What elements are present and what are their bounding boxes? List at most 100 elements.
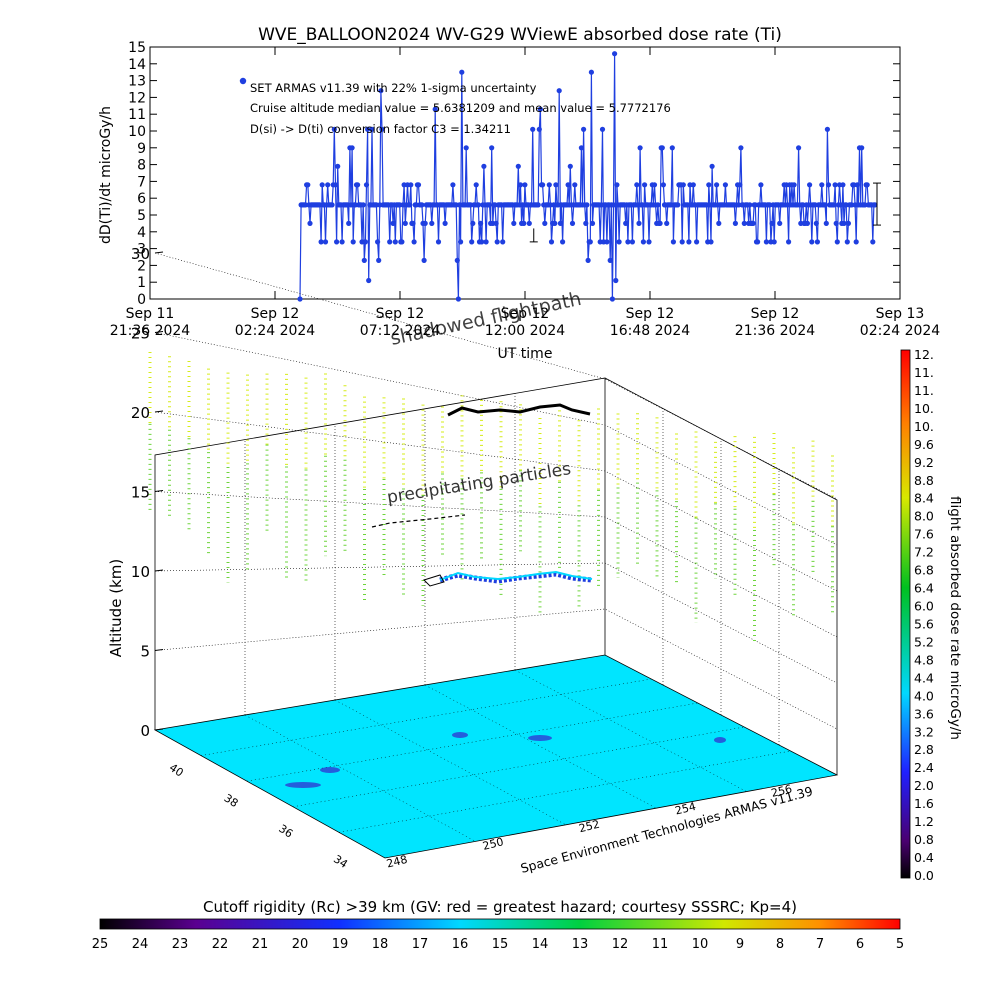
data-point xyxy=(769,220,775,226)
dose-rate-series-line xyxy=(299,53,875,300)
data-point xyxy=(777,220,783,226)
altitude-gridline xyxy=(154,332,838,546)
data-point xyxy=(390,220,396,226)
data-point xyxy=(557,220,564,226)
x-axis-label: UT time xyxy=(498,346,553,362)
data-point xyxy=(807,182,813,188)
dose-tick-label: 4.4 xyxy=(914,670,934,685)
data-point xyxy=(833,220,839,226)
rigidity-tick-label: 15 xyxy=(492,937,509,952)
data-point xyxy=(834,239,840,245)
longitude-tick-label: 248 xyxy=(385,853,409,871)
latitude-axis: 40 38 36 34 xyxy=(167,761,350,871)
dose-colorbar-ticks: 12. 11. 11. 10. 10. 9.6 9.2 8.8 8.4 8.0 7.6 7.2 6.8 6… xyxy=(914,347,934,883)
rigidity-tick-label: 20 xyxy=(292,937,309,952)
data-point xyxy=(737,182,743,188)
floor-gridline xyxy=(338,750,791,833)
data-point xyxy=(365,126,371,132)
dose-tick-label: 1.2 xyxy=(914,814,934,829)
x-tick-date: Sep 11 xyxy=(126,306,175,322)
dose-tick-label: 9.2 xyxy=(914,455,934,470)
data-point xyxy=(432,106,438,112)
data-point xyxy=(469,239,475,245)
data-point xyxy=(738,145,744,151)
data-point xyxy=(679,239,685,245)
data-point xyxy=(546,182,552,188)
data-point xyxy=(511,220,517,226)
dose-tick-label: 7.2 xyxy=(914,545,934,560)
rigidity-tick-label: 13 xyxy=(572,937,589,952)
data-point xyxy=(429,220,435,226)
data-point xyxy=(454,257,460,263)
data-point xyxy=(318,239,324,245)
flight-tracks xyxy=(371,403,593,587)
y-tick-label: 8 xyxy=(137,158,146,174)
rigidity-tick-label: 19 xyxy=(332,937,349,952)
altitude-tick-label: 30 xyxy=(131,245,150,263)
data-point xyxy=(339,239,345,245)
time-series-panel: WVE_BALLOON2024 WV-G29 WViewE absorbed d… xyxy=(98,25,940,362)
data-point xyxy=(517,182,524,188)
data-point xyxy=(629,239,636,245)
altitude-gridline xyxy=(154,562,838,684)
data-point xyxy=(470,220,476,226)
dose-tick-label: 6.8 xyxy=(914,563,934,578)
data-point xyxy=(435,239,442,245)
data-point xyxy=(475,202,481,208)
data-point xyxy=(329,202,335,208)
data-point xyxy=(378,88,384,94)
data-point xyxy=(350,239,356,245)
y-tick-label: 12 xyxy=(128,90,146,106)
rigidity-tick-label: 24 xyxy=(132,937,149,952)
data-point xyxy=(680,182,686,188)
data-point xyxy=(824,126,831,132)
altitude-tick-label: 0 xyxy=(140,722,150,740)
latitude-tick-label: 34 xyxy=(331,852,350,871)
data-point xyxy=(640,239,647,245)
x-tick-date: Sep 12 xyxy=(751,306,800,322)
data-point xyxy=(655,202,661,208)
altitude-tick-mark xyxy=(154,331,164,333)
data-point xyxy=(450,182,456,188)
data-point xyxy=(722,182,729,188)
data-point xyxy=(349,145,355,151)
data-point xyxy=(585,257,591,263)
data-point xyxy=(481,163,487,169)
data-point xyxy=(363,182,370,188)
longitude-tick-label: 256 xyxy=(770,782,794,800)
data-point xyxy=(332,182,339,188)
altitude-tick-mark xyxy=(154,490,164,492)
x-tick-date: Sep 12 xyxy=(501,306,550,322)
rigidity-tick-label: 12 xyxy=(612,937,629,952)
data-point xyxy=(604,239,610,245)
data-point xyxy=(483,239,489,245)
data-point xyxy=(623,220,629,226)
ground-floor xyxy=(153,654,839,859)
data-point xyxy=(838,202,844,208)
dose-tick-label: 7.6 xyxy=(914,527,934,542)
dose-tick-label: 0.4 xyxy=(914,850,934,865)
data-point xyxy=(804,220,811,226)
rigidity-tick-label: 5 xyxy=(896,937,904,952)
data-point xyxy=(822,202,828,208)
data-point xyxy=(419,202,425,208)
data-point xyxy=(771,239,777,245)
y-tick-label: 10 xyxy=(128,124,146,140)
longitude-axis: 248 250 252 254 256 xyxy=(385,782,793,870)
dose-tick-label: 0.0 xyxy=(914,868,934,883)
data-point xyxy=(407,202,413,208)
data-point xyxy=(845,220,852,226)
data-point xyxy=(614,182,620,188)
data-point xyxy=(584,202,590,208)
y-tick-label: 15 xyxy=(128,40,146,56)
precipitating-particles-label: precipitating particles xyxy=(386,459,573,508)
data-point xyxy=(664,220,670,226)
data-point xyxy=(479,239,485,245)
chart-title: WVE_BALLOON2024 WV-G29 WViewE absorbed d… xyxy=(258,25,782,45)
data-point xyxy=(535,202,541,208)
y-tick-label: 6 xyxy=(137,191,146,207)
data-point xyxy=(747,202,753,208)
data-point xyxy=(646,239,652,245)
